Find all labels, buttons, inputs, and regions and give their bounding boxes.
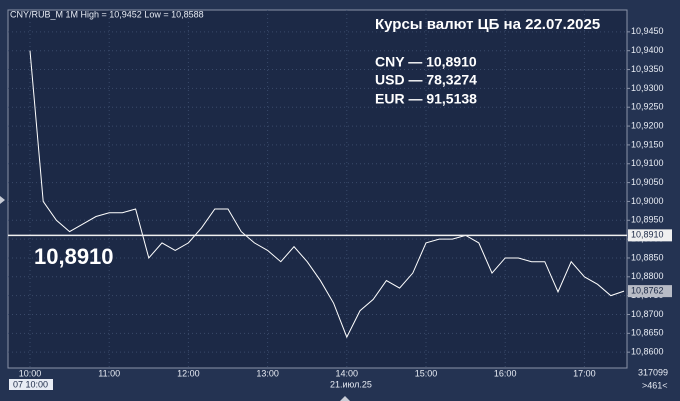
marker <box>340 396 350 401</box>
plot-area <box>7 9 628 369</box>
y-tick-label: 10,8850 <box>631 252 664 262</box>
cb-rate-label: 10,8910 <box>631 230 664 240</box>
y-tick-label: 10,8600 <box>631 347 664 357</box>
y-tick-label: 10,8950 <box>631 215 664 225</box>
x-tick-label: 15:00 <box>415 368 438 378</box>
date-label: 21.июл.25 <box>330 379 372 389</box>
y-tick-label: 10,9250 <box>631 102 664 112</box>
y-tick-label: 10,9400 <box>631 45 664 55</box>
volume: 317099 <box>638 367 668 377</box>
x-tick-label: 12:00 <box>177 368 200 378</box>
y-tick-label: 10,9450 <box>631 26 664 36</box>
price-line <box>29 50 625 339</box>
y-tick-label: 10,8800 <box>631 271 664 281</box>
cb-rate-big: 10,8910 <box>34 244 114 269</box>
header: CNY/RUB_M 1M High = 10,9452 Low = 10,858… <box>10 9 204 19</box>
y-tick-label: 10,9000 <box>631 196 664 206</box>
y-tick-label: 10,9150 <box>631 139 664 149</box>
x-tick-label: 11:00 <box>98 368 120 378</box>
x-tick-label: 16:00 <box>494 368 517 378</box>
last-price-box <box>628 285 672 298</box>
last-price-label: 10,8762 <box>631 285 664 295</box>
y-tick-label: 10,9350 <box>631 64 664 74</box>
y-tick-label: 10,9100 <box>631 158 664 168</box>
y-tick-label: 10,8650 <box>631 328 664 338</box>
y-tick-label: 10,8700 <box>631 309 664 319</box>
shift: >461< <box>642 380 668 390</box>
cb-rate-box <box>628 229 672 242</box>
y-tick-label: 10,9300 <box>631 83 664 93</box>
x-tick-label: 17:00 <box>573 368 596 378</box>
cursor-time: 07 10:00 <box>13 379 48 389</box>
rate: CNY — 10,8910 <box>375 54 477 70</box>
rate: USD — 78,3274 <box>375 72 477 88</box>
x-tick-label: 10:00 <box>19 368 42 378</box>
rate: EUR — 91,5138 <box>375 91 477 107</box>
cursor-box <box>9 379 53 390</box>
x-tick-label: 14:00 <box>336 368 359 378</box>
x-tick-label: 13:00 <box>256 368 279 378</box>
marker <box>0 196 5 204</box>
y-tick-label: 10,9050 <box>631 177 664 187</box>
y-tick-label: 10,9200 <box>631 120 664 130</box>
chart-title: Курсы валют ЦБ на 22.07.2025 <box>375 16 600 33</box>
